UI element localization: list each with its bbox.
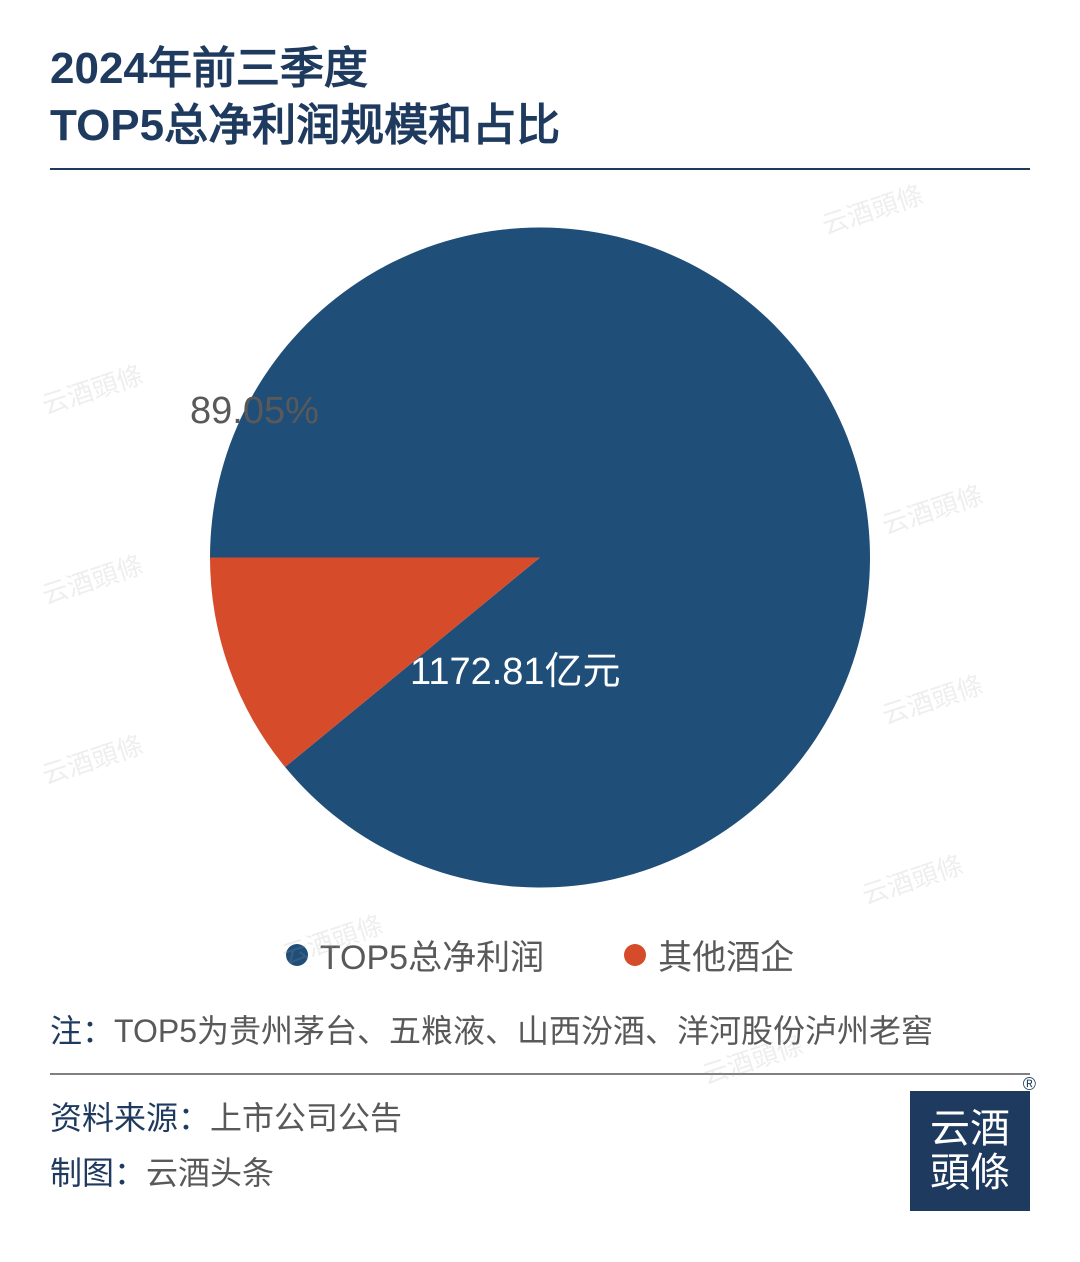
chart-title: 2024年前三季度 TOP5总净利润规模和占比 xyxy=(50,40,1030,170)
source-label: 资料来源： xyxy=(50,1100,210,1136)
pie-value-label: 1172.81亿元 xyxy=(410,640,621,695)
brand-logo-text: 云酒頭條 xyxy=(930,1107,1010,1195)
pie-svg-wrap xyxy=(210,228,870,893)
footer: 资料来源：上市公司公告 制图：云酒头条 ® 云酒頭條 xyxy=(50,1091,1030,1211)
title-line-1: 2024年前三季度 xyxy=(50,40,1030,97)
legend-dot-icon xyxy=(624,944,646,966)
pie-svg xyxy=(210,228,870,888)
registered-icon: ® xyxy=(1023,1075,1036,1095)
pie-chart: 89.05% 1172.81亿元 xyxy=(50,180,1030,940)
title-underline xyxy=(50,168,1030,170)
source-value: 上市公司公告 xyxy=(210,1100,402,1136)
sources: 资料来源：上市公司公告 制图：云酒头条 xyxy=(50,1091,402,1200)
source-line-2: 制图：云酒头条 xyxy=(50,1146,402,1200)
title-line-2: TOP5总净利润规模和占比 xyxy=(50,97,1030,154)
footer-divider xyxy=(50,1073,1030,1075)
footnote: 注：TOP5为贵州茅台、五粮液、山西汾酒、洋河股份泸州老窖 xyxy=(50,1007,1030,1055)
source-line-1: 资料来源：上市公司公告 xyxy=(50,1091,402,1145)
source-label: 制图： xyxy=(50,1155,146,1191)
source-value: 云酒头条 xyxy=(146,1155,274,1191)
pie-percent-label: 89.05% xyxy=(190,390,319,433)
brand-logo: ® 云酒頭條 xyxy=(910,1091,1030,1211)
legend-dot-icon xyxy=(286,944,308,966)
footnote-label: 注： xyxy=(50,1013,114,1049)
footnote-text: TOP5为贵州茅台、五粮液、山西汾酒、洋河股份泸州老窖 xyxy=(114,1013,933,1049)
